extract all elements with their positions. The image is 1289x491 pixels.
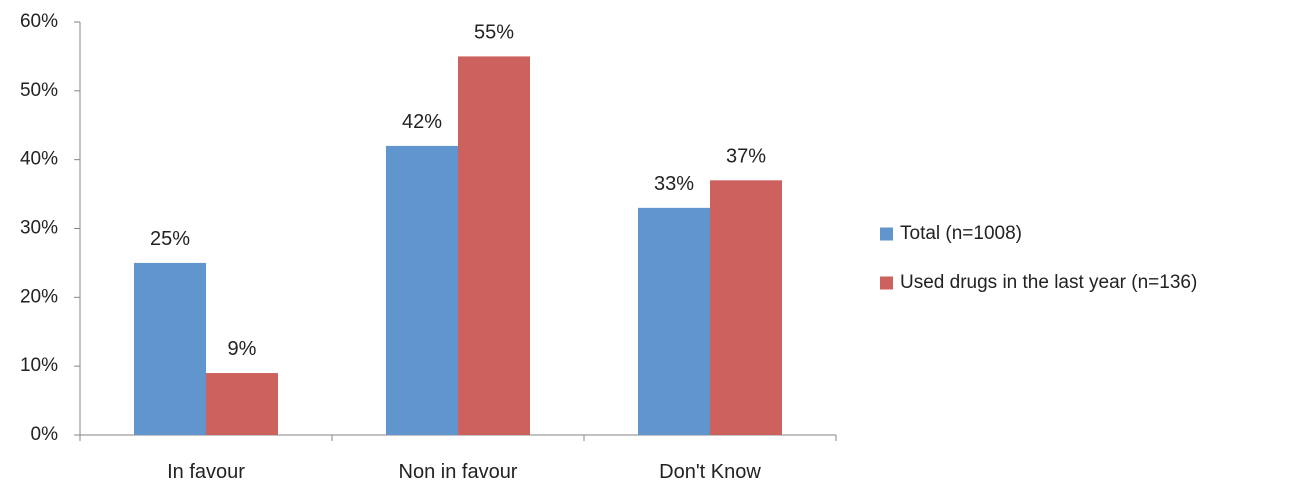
y-tick-label: 50% — [20, 80, 58, 101]
bar-used-drugs — [206, 373, 278, 435]
y-tick-label: 40% — [20, 149, 58, 170]
bar-used-drugs — [458, 56, 530, 436]
legend-label: Used drugs in the last year (n=136) — [900, 272, 1197, 293]
data-label: 25% — [150, 228, 190, 250]
data-label: 55% — [474, 21, 514, 43]
y-tick-label: 20% — [20, 286, 58, 307]
y-tick-label: 60% — [20, 11, 58, 32]
y-tick-label: 30% — [20, 218, 58, 239]
x-category-label: Non in favour — [399, 461, 518, 483]
x-category-label: In favour — [167, 461, 245, 483]
legend: Total (n=1008) Used drugs in the last yea… — [880, 223, 1197, 293]
y-axis: 0% 10% 20% 30% 40% 50% 60% — [20, 11, 81, 445]
data-label: 9% — [228, 338, 257, 360]
bars — [134, 56, 782, 436]
bar-total — [134, 262, 206, 435]
legend-swatch — [880, 276, 893, 290]
y-tick-label: 10% — [20, 355, 58, 376]
data-label: 33% — [654, 173, 694, 195]
data-label: 37% — [726, 145, 766, 167]
legend-label: Total (n=1008) — [900, 223, 1022, 244]
bar-used-drugs — [710, 180, 782, 435]
data-labels: 25% 42% 33% 9% 55% 37% — [150, 21, 766, 360]
x-category-label: Don't Know — [659, 461, 761, 483]
data-label: 42% — [402, 111, 442, 133]
bar-total — [638, 207, 710, 435]
bar-total — [386, 145, 458, 435]
x-axis: In favour Non in favour Don't Know — [79, 434, 837, 483]
legend-swatch — [880, 227, 893, 241]
y-tick-label: 0% — [31, 424, 59, 445]
